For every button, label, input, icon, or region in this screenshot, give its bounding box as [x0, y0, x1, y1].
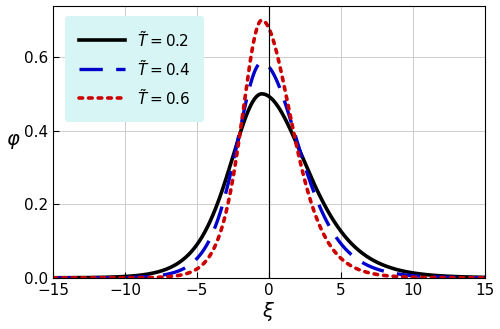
Y-axis label: $\varphi$: $\varphi$ — [6, 132, 20, 151]
X-axis label: $\xi$: $\xi$ — [262, 300, 276, 323]
Legend: $\tilde{T}=0.2$, $\tilde{T}=0.4$, $\tilde{T}=0.6$: $\tilde{T}=0.2$, $\tilde{T}=0.4$, $\tild… — [65, 16, 204, 121]
